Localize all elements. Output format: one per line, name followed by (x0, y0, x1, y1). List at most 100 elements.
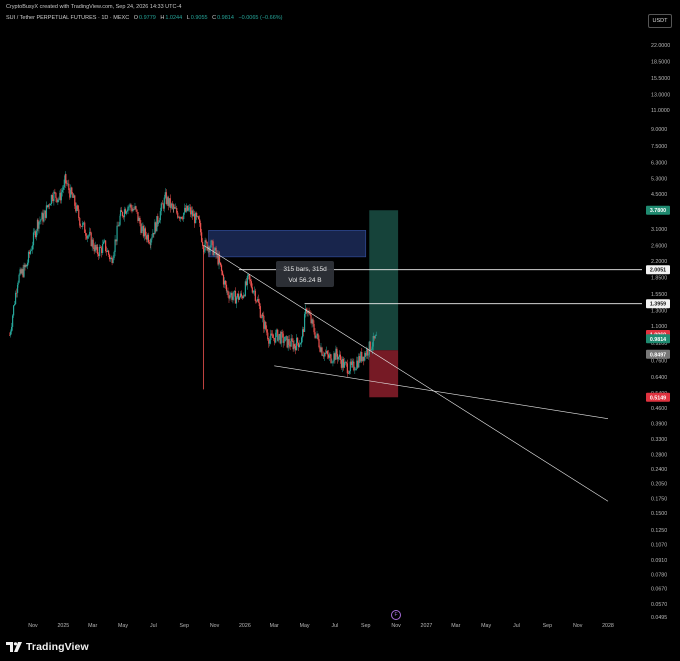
x-tick-label: Nov (573, 623, 583, 629)
candle-body (297, 337, 299, 343)
candle-body (108, 250, 110, 255)
candle-body (118, 224, 120, 227)
candle-body (333, 353, 335, 362)
candle-body (74, 195, 76, 206)
candle-body (88, 235, 90, 237)
tradingview-logo[interactable]: TradingView (6, 641, 89, 653)
candle-body (26, 262, 29, 267)
candle-body (263, 315, 265, 329)
candle-body (30, 249, 33, 251)
candle-body (153, 232, 155, 235)
candle-body (86, 235, 88, 239)
candle-body (92, 239, 94, 248)
candle-body (11, 326, 13, 332)
candle-body (58, 198, 60, 200)
candle-body (78, 209, 80, 218)
x-tick-label: Sep (361, 623, 370, 629)
y-tick-label: 1.8500 (651, 275, 667, 281)
candle-body (95, 244, 97, 250)
candle-body (39, 220, 41, 222)
candle-body (83, 222, 85, 224)
candle-body (200, 223, 202, 233)
candle-body (343, 362, 345, 368)
price-badge (646, 334, 670, 344)
candle-body (214, 247, 216, 251)
price-badge-label: 0.8497 (650, 352, 666, 358)
y-tick-label: 13.0000 (651, 92, 670, 98)
candle-body (330, 354, 332, 363)
candle-body (243, 295, 245, 297)
candle-body (282, 333, 284, 343)
candle-body (320, 347, 322, 352)
candle-body (53, 191, 55, 202)
candle-body (141, 226, 143, 233)
candle-body (124, 209, 127, 214)
candle-body (374, 335, 376, 339)
candle-body (121, 211, 124, 217)
x-tick-label: Sep (179, 623, 188, 629)
candle-body (199, 219, 201, 224)
candle-body (27, 251, 30, 263)
x-tick-label: 2027 (421, 623, 433, 629)
candle-body (17, 282, 19, 285)
candle-body (90, 231, 92, 233)
candle-body (237, 293, 240, 300)
candle-body (347, 373, 349, 374)
candle-body (125, 211, 128, 214)
candle-body (144, 228, 147, 236)
candle-body (260, 317, 262, 319)
candle-body (175, 207, 177, 209)
price-axis: 22.0000 18.5000 15.5000 13.0000 11.0000 9.000… (651, 43, 670, 621)
candle-body (52, 199, 54, 202)
candle-body (18, 274, 20, 283)
candle-body (337, 356, 340, 360)
y-tick-label: 0.0780 (651, 572, 667, 578)
candle-body (188, 207, 190, 211)
candle-body (164, 192, 166, 198)
trendline (203, 245, 609, 502)
candle-body (168, 198, 170, 206)
fib-marker-icon[interactable]: F (391, 610, 401, 620)
currency-button[interactable]: USDT (648, 14, 672, 28)
candle-body (277, 329, 279, 341)
candle-body (15, 292, 18, 294)
candle-body (62, 187, 64, 190)
candle-body (340, 359, 342, 368)
candle-body (151, 237, 153, 240)
brand-name: TradingView (26, 641, 89, 653)
candle-body (325, 351, 328, 354)
change-value: −0.0065 (−0.66%) (238, 15, 283, 21)
candle-body (226, 290, 228, 292)
candle-body (322, 355, 325, 357)
candle-body (221, 271, 224, 276)
candle-body (10, 331, 12, 336)
y-tick-label: 0.2050 (651, 482, 667, 488)
candle-body (227, 290, 229, 296)
y-tick-label: 11.0000 (651, 108, 670, 114)
candle-body (63, 179, 65, 188)
candle-body (139, 217, 141, 224)
trendline (274, 365, 609, 419)
tooltip-bars: 315 bars, 315d (283, 266, 327, 273)
candle-body (103, 241, 105, 244)
candle-body (16, 284, 19, 293)
y-tick-label: 9.0000 (651, 127, 667, 133)
candle-body (57, 199, 59, 203)
candle-body (219, 262, 222, 266)
y-tick-label: 0.0670 (651, 587, 667, 593)
candle-body (134, 206, 136, 210)
candle-body (359, 356, 361, 362)
candle-body (291, 338, 293, 341)
y-tick-label: 2.6000 (651, 243, 667, 249)
y-tick-label: 0.3300 (651, 437, 667, 443)
candle-body (154, 222, 156, 235)
candle-body (180, 216, 182, 219)
candle-body (238, 297, 241, 300)
candle-body (13, 305, 15, 316)
candle-body (261, 314, 263, 318)
stop-zone (369, 350, 399, 398)
candle-body (328, 355, 331, 358)
candle-body (171, 203, 173, 206)
candle-body (306, 311, 308, 313)
